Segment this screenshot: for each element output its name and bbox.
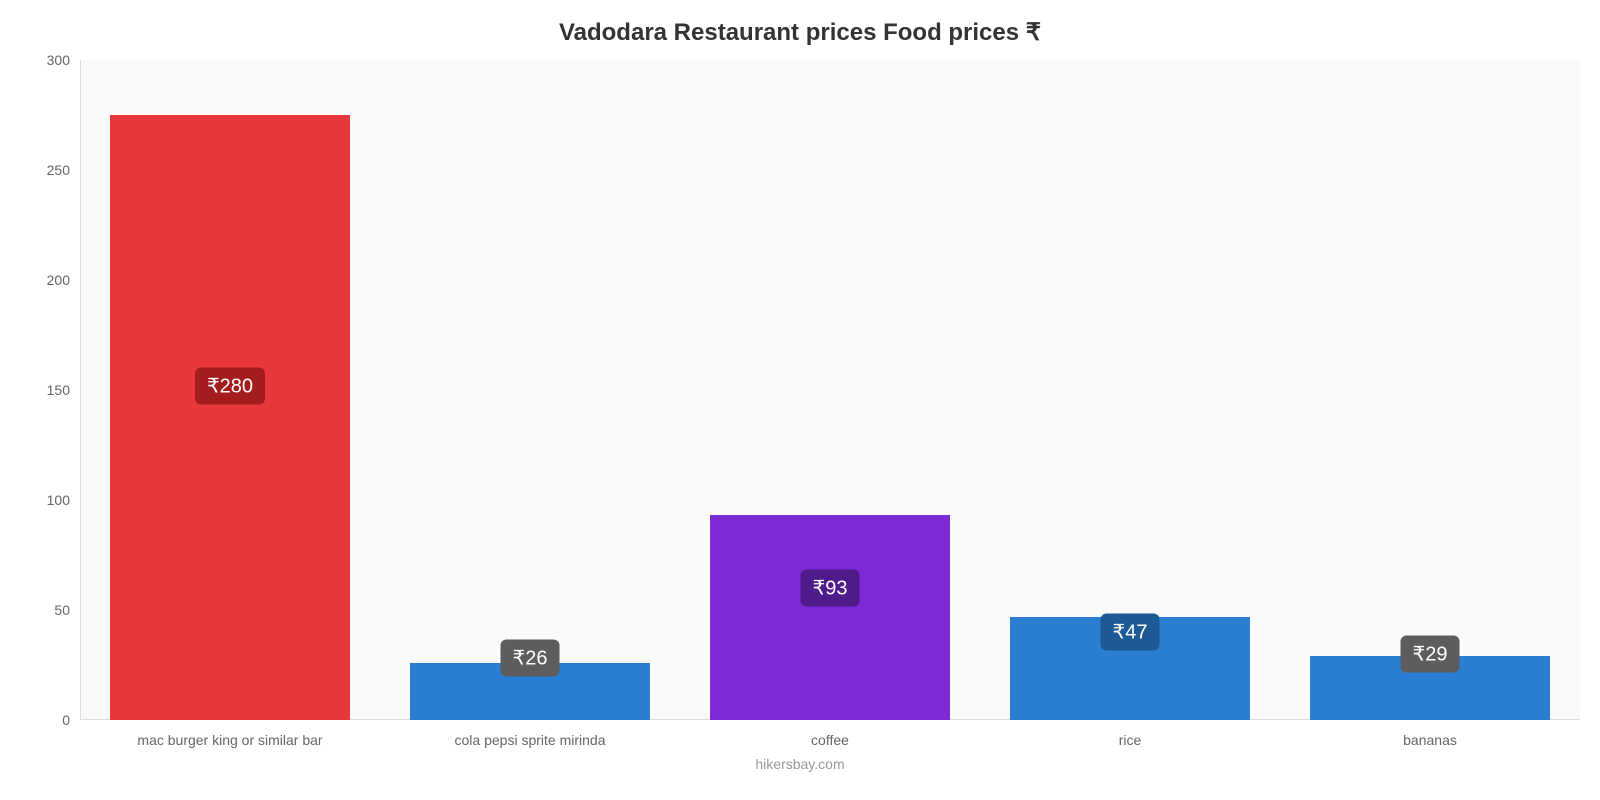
- x-tick-label: bananas: [1403, 732, 1457, 748]
- value-badge: ₹26: [501, 640, 560, 677]
- y-tick-label: 0: [62, 712, 70, 728]
- value-badge: ₹280: [195, 367, 265, 404]
- bar: [710, 515, 950, 720]
- plot-area: ₹280 ₹26 ₹93 ₹47 ₹29: [80, 60, 1580, 720]
- y-tick-label: 150: [47, 382, 70, 398]
- x-tick-label: mac burger king or similar bar: [137, 732, 322, 748]
- bar: [110, 115, 350, 720]
- y-axis-labels: 050100150200250300: [0, 60, 70, 720]
- value-badge: ₹29: [1401, 636, 1460, 673]
- x-tick-label: cola pepsi sprite mirinda: [455, 732, 606, 748]
- chart-title: Vadodara Restaurant prices Food prices ₹: [0, 18, 1600, 47]
- value-badge: ₹47: [1101, 614, 1160, 651]
- y-tick-label: 100: [47, 492, 70, 508]
- value-badge: ₹93: [801, 570, 860, 607]
- y-axis-line: [80, 60, 81, 720]
- y-tick-label: 200: [47, 272, 70, 288]
- price-chart: Vadodara Restaurant prices Food prices ₹…: [0, 0, 1600, 800]
- y-tick-label: 50: [54, 602, 70, 618]
- y-tick-label: 250: [47, 162, 70, 178]
- x-tick-label: rice: [1119, 732, 1142, 748]
- y-tick-label: 300: [47, 52, 70, 68]
- attribution-text: hikersbay.com: [0, 756, 1600, 772]
- x-tick-label: coffee: [811, 732, 849, 748]
